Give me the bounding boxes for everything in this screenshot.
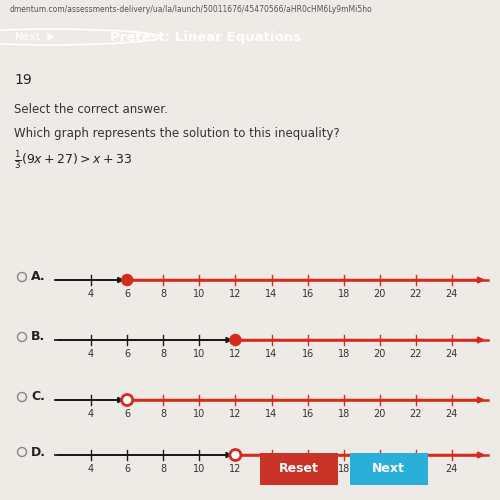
Text: 16: 16 [302, 409, 314, 419]
Text: 24: 24 [446, 349, 458, 359]
Text: 24: 24 [446, 289, 458, 299]
Text: 4: 4 [88, 289, 94, 299]
FancyBboxPatch shape [254, 450, 344, 488]
Text: dmentum.com/assessments-delivery/ua/la/launch/50011676/45470566/aHR0cHM6Ly9mMi5h: dmentum.com/assessments-delivery/ua/la/l… [10, 5, 373, 14]
Text: 12: 12 [229, 349, 241, 359]
Text: 16: 16 [302, 464, 314, 474]
Text: 6: 6 [124, 409, 130, 419]
Text: 12: 12 [229, 289, 241, 299]
Circle shape [122, 274, 132, 285]
Text: 10: 10 [193, 289, 205, 299]
Text: 14: 14 [266, 409, 278, 419]
Text: 20: 20 [374, 349, 386, 359]
Text: Pretest: Linear Equations: Pretest: Linear Equations [110, 30, 301, 44]
Text: 10: 10 [193, 409, 205, 419]
Text: 14: 14 [266, 464, 278, 474]
Text: 20: 20 [374, 409, 386, 419]
Text: 16: 16 [302, 289, 314, 299]
Text: 18: 18 [338, 289, 350, 299]
Text: C.: C. [31, 390, 45, 404]
Text: 20: 20 [374, 464, 386, 474]
Text: 8: 8 [160, 464, 166, 474]
Text: 6: 6 [124, 349, 130, 359]
Text: 8: 8 [160, 289, 166, 299]
Text: 12: 12 [229, 409, 241, 419]
Text: Reset: Reset [279, 462, 318, 475]
Text: 4: 4 [88, 349, 94, 359]
Text: 6: 6 [124, 464, 130, 474]
Text: $\frac{1}{3}(9x + 27) > x + 33$: $\frac{1}{3}(9x + 27) > x + 33$ [14, 149, 132, 171]
Text: 18: 18 [338, 349, 350, 359]
Text: A.: A. [31, 270, 46, 283]
Text: 4: 4 [88, 464, 94, 474]
Text: 22: 22 [410, 349, 422, 359]
Text: D.: D. [31, 446, 46, 458]
Text: 8: 8 [160, 409, 166, 419]
Text: Next: Next [372, 462, 405, 475]
Text: Next: Next [15, 32, 41, 42]
Text: 14: 14 [266, 349, 278, 359]
Circle shape [230, 334, 241, 345]
Text: Which graph represents the solution to this inequality?: Which graph represents the solution to t… [14, 127, 340, 140]
Text: 10: 10 [193, 349, 205, 359]
Circle shape [230, 450, 241, 460]
Text: 6: 6 [124, 289, 130, 299]
Text: Select the correct answer.: Select the correct answer. [14, 103, 168, 116]
Text: 22: 22 [410, 289, 422, 299]
Text: 16: 16 [302, 349, 314, 359]
Text: 24: 24 [446, 409, 458, 419]
Text: 18: 18 [338, 409, 350, 419]
Text: 10: 10 [193, 464, 205, 474]
Text: 19: 19 [14, 73, 32, 87]
Text: 8: 8 [160, 349, 166, 359]
Circle shape [122, 394, 132, 406]
FancyBboxPatch shape [344, 450, 434, 488]
Text: 24: 24 [446, 464, 458, 474]
Text: 12: 12 [229, 464, 241, 474]
Text: 18: 18 [338, 464, 350, 474]
Text: 4: 4 [88, 409, 94, 419]
Text: 20: 20 [374, 289, 386, 299]
Text: 14: 14 [266, 289, 278, 299]
Text: 22: 22 [410, 464, 422, 474]
Text: B.: B. [31, 330, 45, 344]
Text: 22: 22 [410, 409, 422, 419]
